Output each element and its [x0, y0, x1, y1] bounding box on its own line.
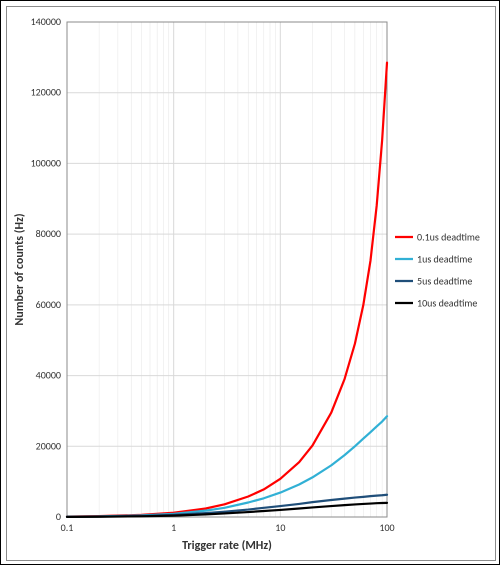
x-tick-label: 100 — [379, 521, 394, 534]
y-tick-label: 20000 — [36, 439, 61, 452]
chart-outer-frame: 0200004000060000800001000001200001400000… — [0, 0, 500, 565]
legend: 0.1us deadtime 1us deadtime 5us deadtime 10… — [395, 231, 480, 310]
y-axis-label: Number of counts (Hz) — [13, 213, 27, 325]
legend-label: 5us deadtime — [417, 275, 472, 288]
x-tick-label: 1 — [171, 521, 176, 534]
legend-label: 0.1us deadtime — [417, 231, 480, 244]
y-tick-label: 40000 — [36, 369, 61, 382]
x-tick-label: 0.1 — [61, 521, 74, 534]
legend-label: 10us deadtime — [417, 297, 477, 310]
x-tick-label: 10 — [275, 521, 285, 534]
line-chart: 0200004000060000800001000001200001400000… — [7, 7, 495, 560]
y-tick-label: 60000 — [36, 298, 61, 311]
y-tick-label: 120000 — [31, 86, 61, 99]
x-axis-label: Trigger rate (MHz) — [182, 539, 272, 553]
y-tick-label: 80000 — [36, 227, 61, 240]
legend-label: 1us deadtime — [417, 253, 472, 266]
chart-container: 0200004000060000800001000001200001400000… — [6, 6, 496, 561]
y-tick-label: 140000 — [31, 15, 61, 28]
y-tick-label: 100000 — [31, 156, 61, 169]
